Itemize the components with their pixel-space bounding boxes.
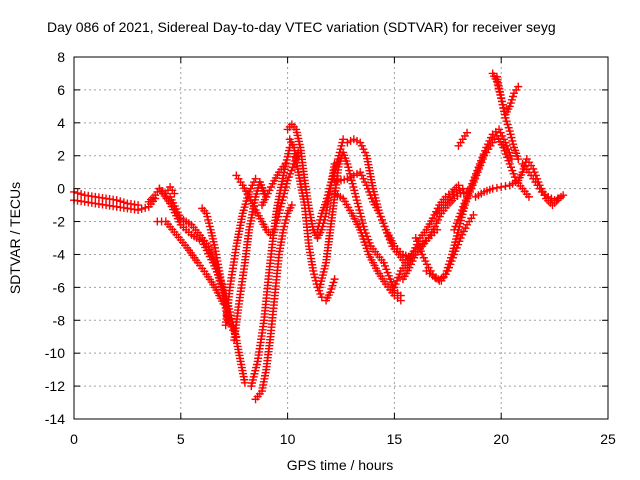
data-point (170, 189, 179, 198)
y-tick-label: 8 (57, 49, 65, 65)
data-series-trace-11 (251, 201, 296, 404)
y-tick-label: -14 (45, 411, 65, 427)
y-tick-label: 2 (57, 148, 65, 164)
grid-lines (74, 57, 608, 419)
data-point (281, 159, 290, 168)
x-tick-label: 15 (387, 431, 403, 447)
data-series-trace-13 (257, 159, 290, 210)
x-tick-label: 10 (280, 431, 296, 447)
data-point (454, 181, 463, 190)
data-point (463, 128, 472, 137)
data-point (116, 197, 125, 206)
data-point (251, 174, 260, 183)
data-point (77, 190, 86, 199)
data-point (134, 201, 143, 210)
data-point (492, 183, 501, 192)
data-series-trace-24 (433, 184, 467, 218)
y-tick-label: -2 (53, 214, 66, 230)
y-tick-label: 4 (57, 115, 65, 131)
data-point (112, 196, 121, 205)
data-point (458, 184, 467, 193)
data-series-trace-2 (70, 187, 143, 210)
data-point (524, 192, 533, 201)
data-point (396, 296, 405, 305)
y-tick-label: -12 (45, 378, 65, 394)
data-point (137, 204, 146, 213)
data-point (73, 189, 82, 198)
x-tick-label: 20 (493, 431, 509, 447)
y-tick-label: -10 (45, 345, 65, 361)
data-series-trace-12 (247, 143, 294, 391)
data-series-trace-8 (221, 174, 269, 330)
data-series-trace-30 (471, 155, 568, 210)
x-tick-label: 5 (177, 431, 185, 447)
data-point (557, 192, 566, 201)
x-tick-label: 25 (600, 431, 616, 447)
y-tick-label: 6 (57, 82, 65, 98)
data-point (339, 135, 348, 144)
data-point (240, 378, 249, 387)
data-series-trace-20 (330, 189, 405, 305)
data-points (70, 69, 568, 404)
data-series-trace-6 (153, 217, 228, 308)
data-series-trace-31 (518, 159, 566, 205)
data-series-trace-28 (492, 72, 523, 164)
data-point (469, 210, 478, 219)
data-point (287, 201, 296, 210)
data-series-trace-15 (285, 135, 339, 305)
y-axis-label: SDTVAR / TECUs (7, 182, 23, 294)
plot-frame (73, 56, 609, 420)
data-point (501, 182, 510, 191)
data-series-trace-1 (70, 194, 160, 215)
axis-ticks (73, 56, 609, 420)
data-point (330, 275, 339, 284)
x-axis-label: GPS time / hours (287, 457, 394, 473)
data-point (223, 316, 232, 325)
y-tick-label: -4 (53, 246, 66, 262)
y-tick-label: 0 (57, 181, 65, 197)
data-series-trace-4 (155, 184, 249, 387)
y-tick-label: -6 (53, 279, 66, 295)
data-series-trace-29 (454, 128, 472, 150)
data-point (488, 184, 497, 193)
data-point (141, 203, 150, 212)
data-point (514, 82, 523, 91)
data-point (497, 182, 506, 191)
tick-labels: 0 5 10 15 20 25 -14 -12 -10 -8 -6 -4 -2 0 2 4 6 8 (45, 49, 616, 447)
data-point (119, 198, 128, 207)
x-tick-label: 0 (70, 431, 78, 447)
data-point (514, 155, 523, 164)
data-series-trace-26 (422, 131, 533, 285)
data-series-trace-16 (313, 135, 348, 234)
chart-title: Day 086 of 2021, Sidereal Day-to-day VTE… (47, 19, 556, 35)
data-series-trace-9 (230, 178, 271, 345)
y-tick-label: -8 (53, 312, 66, 328)
